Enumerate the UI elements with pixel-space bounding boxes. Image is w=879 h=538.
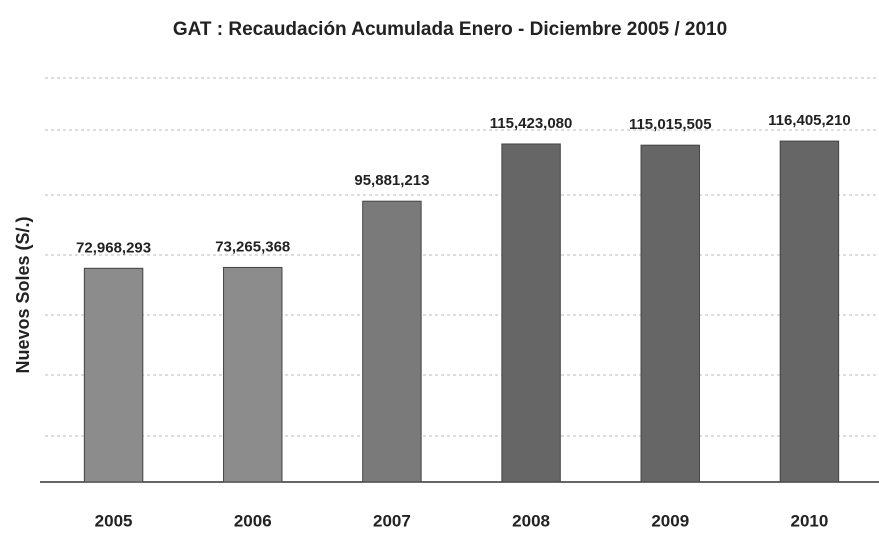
x-tick-label: 2010 [791, 511, 829, 530]
bar [362, 200, 422, 483]
chart-title: GAT : Recaudación Acumulada Enero - Dici… [173, 19, 727, 40]
x-tick-label: 2007 [373, 511, 411, 530]
x-tick-label: 2005 [95, 511, 133, 530]
value-label: 115,015,505 [629, 116, 712, 133]
x-tick-label: 2008 [512, 511, 550, 530]
x-tick-label: 2006 [234, 511, 272, 530]
value-label: 95,881,213 [354, 172, 429, 189]
x-tick-label: 2009 [651, 511, 689, 530]
decorative-grid [45, 77, 879, 437]
value-label: 116,405,210 [768, 112, 851, 129]
bar [223, 266, 283, 483]
y-axis-label: Nuevos Soles (S/.) [13, 216, 33, 373]
bar [83, 267, 144, 483]
value-label: 73,265,368 [215, 238, 290, 255]
bar [640, 144, 700, 483]
bar [779, 140, 840, 483]
bar [501, 143, 561, 483]
value-label: 115,423,080 [490, 115, 573, 132]
value-label: 72,968,293 [76, 239, 151, 256]
